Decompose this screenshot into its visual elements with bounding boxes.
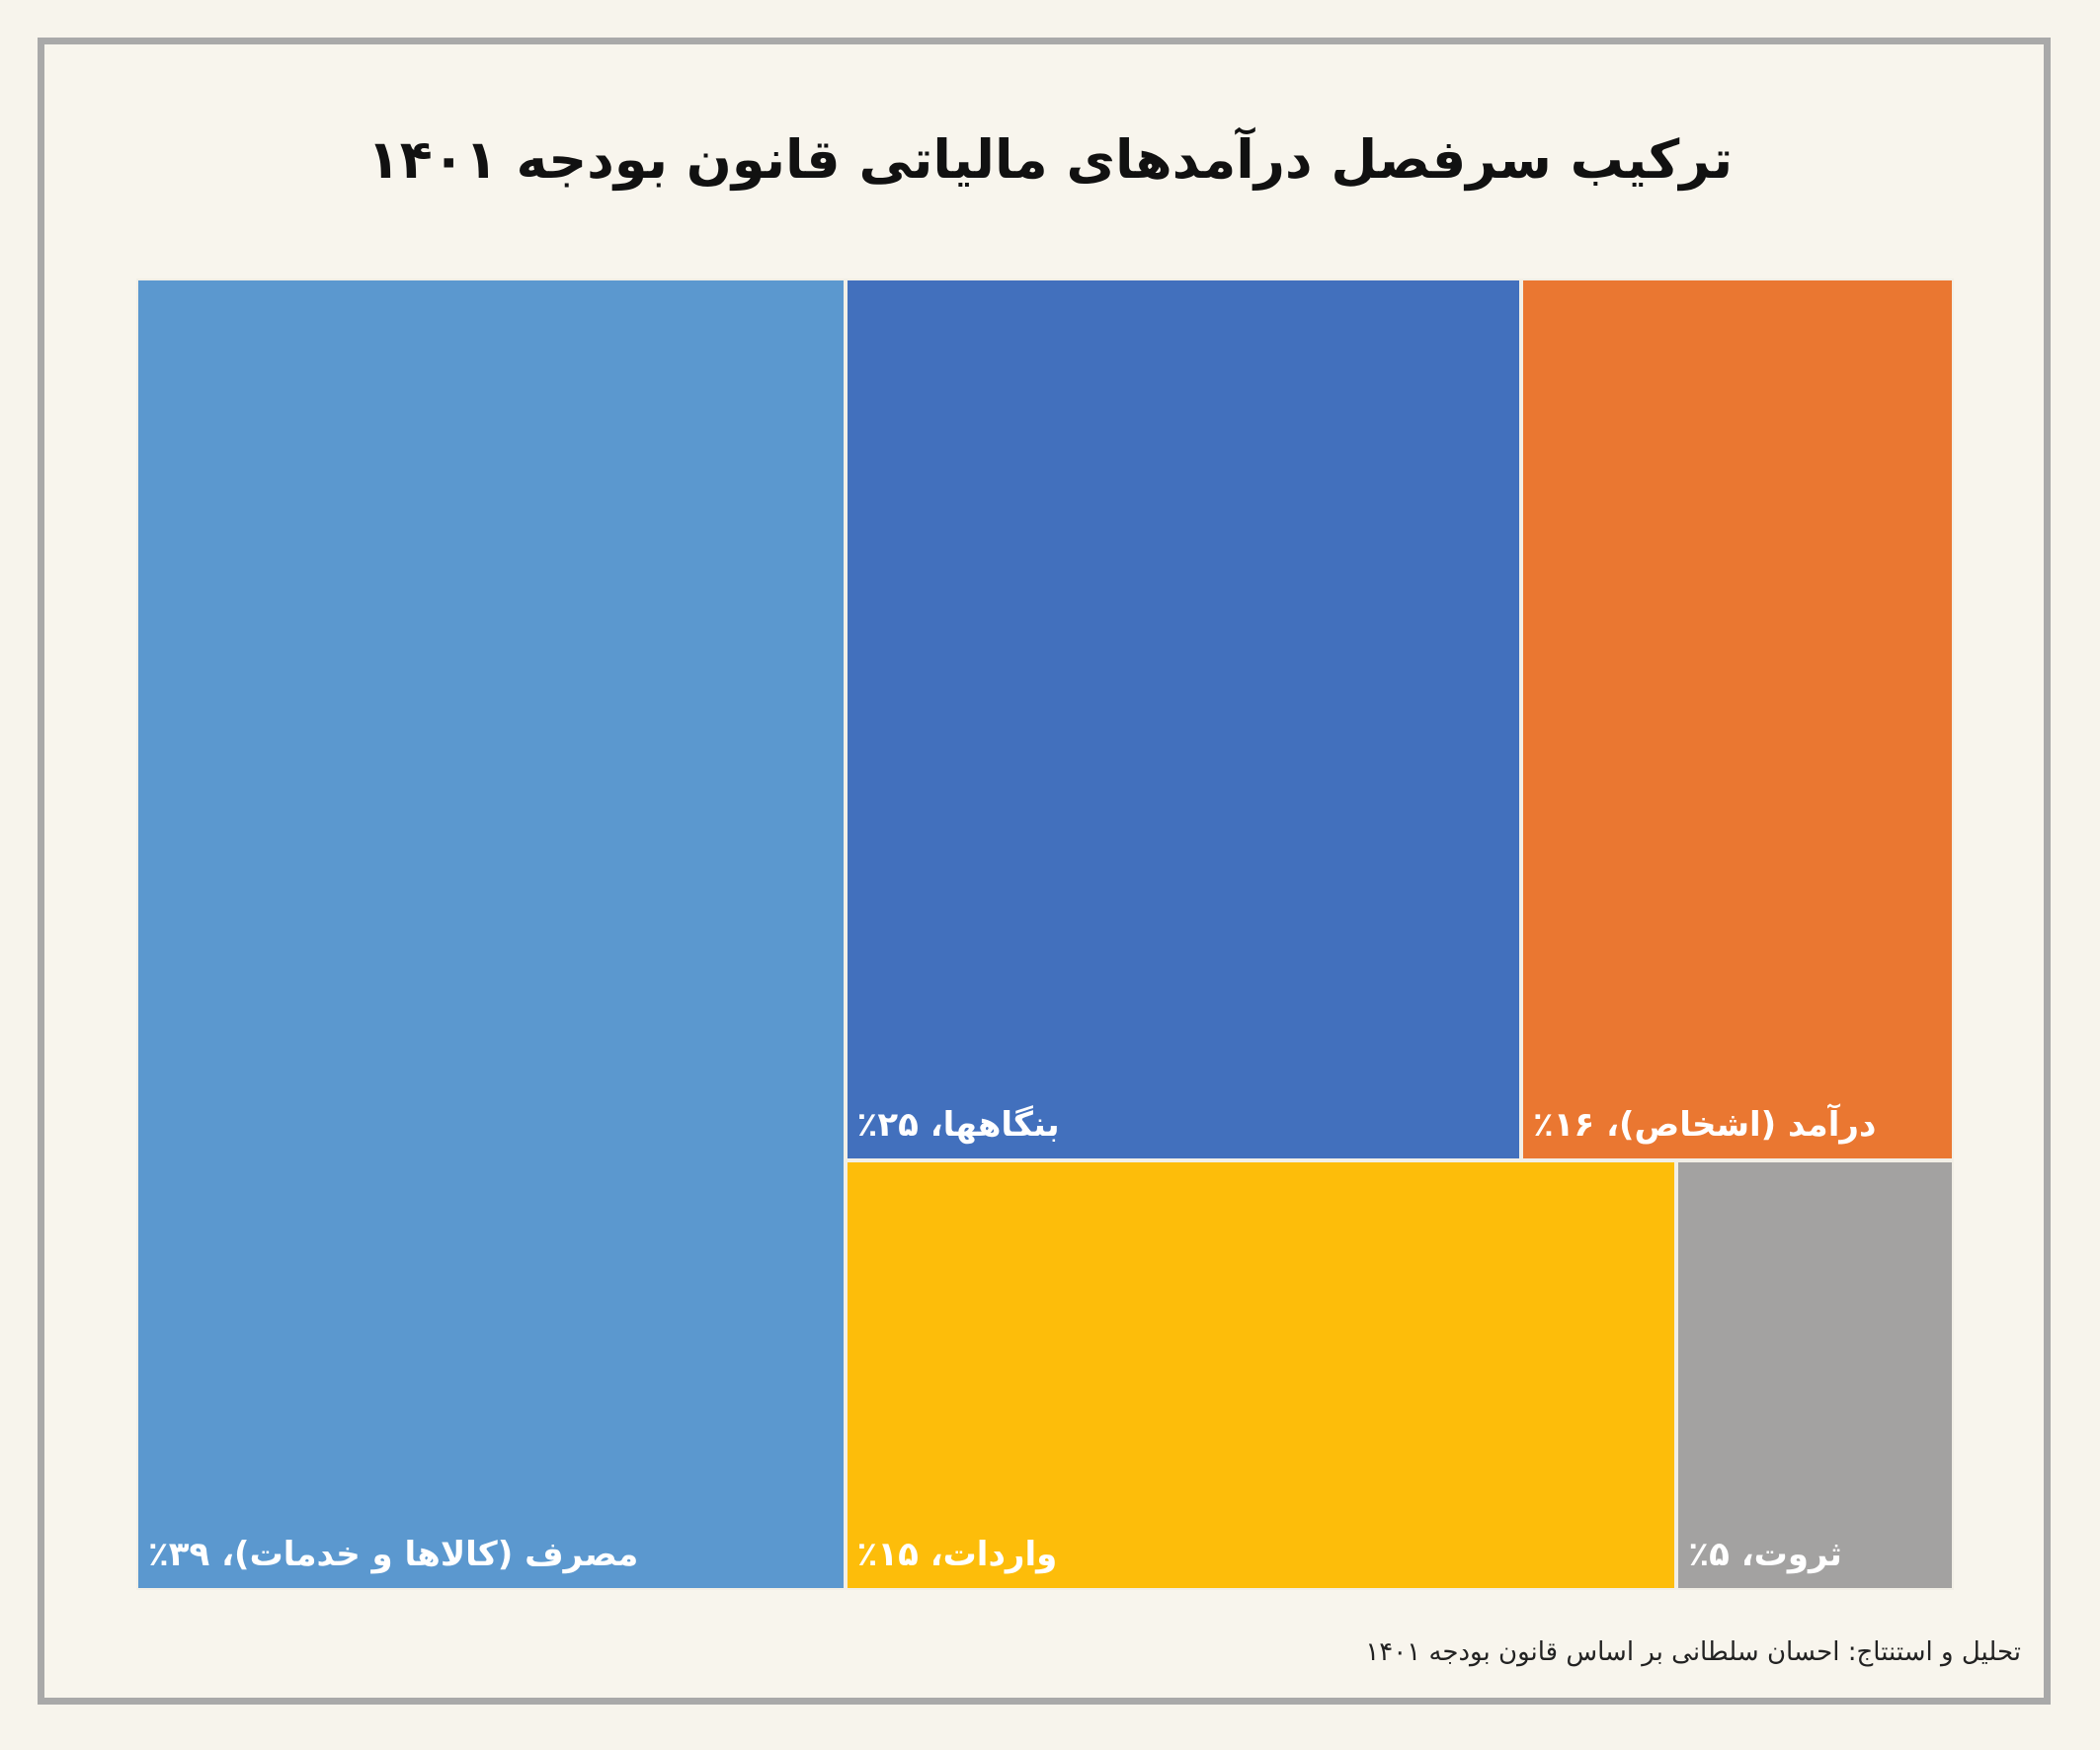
treemap: مصرف (کالاها و خدمات)، ۳۹٪ بنگاهها، ۲۵٪ در…: [136, 278, 1954, 1590]
treemap-cell-label: ثروت، ۵٪: [1688, 1534, 1842, 1574]
source-note: تحلیل و استنتاج: احسان سلطانی بر اساس قا…: [1365, 1637, 2021, 1667]
treemap-cell: واردات، ۱۵٪: [845, 1159, 1677, 1590]
treemap-cell: بنگاهها، ۲۵٪: [845, 278, 1521, 1160]
treemap-cell-label: بنگاهها، ۲۵٪: [856, 1104, 1060, 1145]
treemap-cell: ثروت، ۵٪: [1676, 1159, 1954, 1590]
treemap-cell-label: مصرف (کالاها و خدمات)، ۳۹٪: [148, 1535, 639, 1574]
treemap-cell: مصرف (کالاها و خدمات)، ۳۹٪: [136, 278, 846, 1590]
chart-title: ترکیب سرفصل درآمدهای مالیاتی قانون بودجه…: [366, 128, 1734, 191]
treemap-cell-label: درآمد (اشخاص)، ۱۶٪: [1532, 1104, 1877, 1145]
treemap-cell-label: واردات، ۱۵٪: [856, 1534, 1058, 1574]
treemap-cell: درآمد (اشخاص)، ۱۶٪: [1520, 278, 1954, 1160]
